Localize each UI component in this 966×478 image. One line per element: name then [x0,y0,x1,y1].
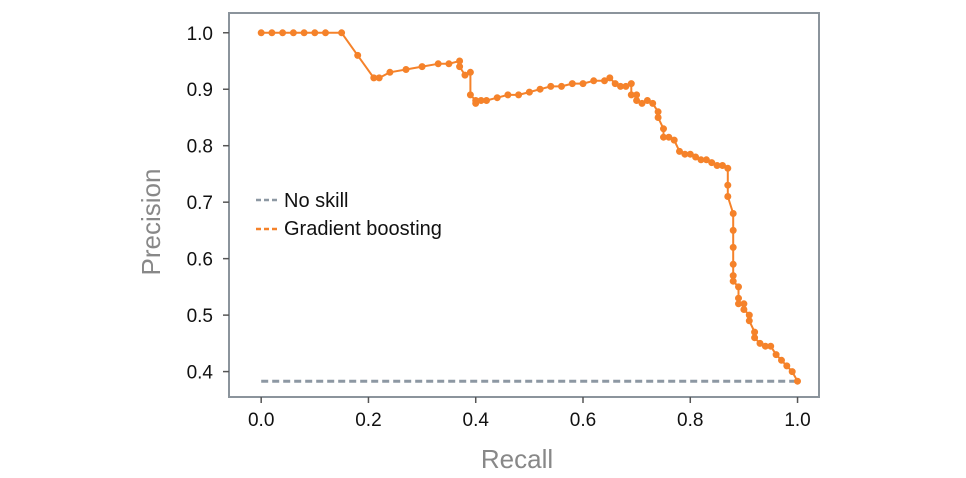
data-point-gradient-boosting [676,147,683,155]
data-point-gradient-boosting [751,334,759,342]
data-point-gradient-boosting [654,114,662,121]
data-point-gradient-boosting [745,311,753,319]
data-point-gradient-boosting [756,339,764,347]
data-point-gradient-boosting [547,82,555,90]
y-axis: 0.4 0.5 0.6 0.7 0.8 0.9 1.0 [187,24,229,384]
data-point-gradient-boosting [257,29,265,37]
data-point-gradient-boosting [788,368,796,376]
data-point-gradient-boosting [794,377,801,385]
data-point-gradient-boosting [375,74,383,82]
data-point-gradient-boosting [783,362,791,370]
x-tick-label: 0.4 [463,410,490,431]
data-point-gradient-boosting [536,85,544,93]
data-point-gradient-boosting [724,193,732,200]
data-point-gradient-boosting [622,82,630,90]
data-point-gradient-boosting [729,277,737,285]
data-point-gradient-boosting [767,342,775,350]
data-point-gradient-boosting [638,99,646,107]
data-point-gradient-boosting [702,156,710,164]
data-point-gradient-boosting [515,91,523,99]
data-point-gradient-boosting [692,153,700,161]
x-tick-label: 0.8 [677,410,703,431]
data-point-gradient-boosting [483,97,490,104]
data-point-gradient-boosting [402,66,410,73]
data-point-gradient-boosting [665,133,673,141]
y-tick-label: 0.4 [187,363,214,384]
data-point-gradient-boosting [729,243,737,251]
data-point-gradient-boosting [729,260,737,268]
data-point-gradient-boosting [601,77,608,85]
x-tick-label: 0.2 [355,410,381,431]
data-point-gradient-boosting [386,68,394,76]
data-point-gradient-boosting [740,300,748,308]
x-tick-label: 0.0 [248,410,274,431]
data-point-gradient-boosting [300,29,308,37]
data-point-gradient-boosting [568,80,576,88]
data-point-gradient-boosting [633,97,641,104]
data-point-gradient-boosting [740,306,748,313]
legend-box [248,183,466,253]
data-point-gradient-boosting [745,317,753,325]
data-point-gradient-boosting [778,356,785,364]
legend-label-no-skill: No skill [284,190,348,212]
data-point-gradient-boosting [606,74,614,82]
y-tick-label: 0.7 [187,193,213,214]
data-point-gradient-boosting [729,210,737,217]
data-point-gradient-boosting [735,283,742,291]
plot-area [257,29,801,385]
data-point-gradient-boosting [279,29,287,37]
data-point-gradient-boosting [590,77,598,85]
y-axis-title: Precision [136,169,166,276]
y-tick-label: 0.8 [187,137,213,158]
data-point-gradient-boosting [466,68,474,76]
x-tick-label: 1.0 [784,410,810,431]
legend-label-gradient-boosting: Gradient boosting [284,218,442,240]
data-point-gradient-boosting [472,99,480,107]
data-point-gradient-boosting [354,51,362,59]
data-point-gradient-boosting [719,162,726,169]
legend: No skill Gradient boosting [248,183,466,253]
plot-frame [228,12,820,398]
y-tick-label: 1.0 [187,24,213,45]
data-point-gradient-boosting [649,99,657,107]
data-point-gradient-boosting [724,181,732,189]
data-point-gradient-boosting [708,159,716,167]
data-point-gradient-boosting [289,29,297,37]
data-point-gradient-boosting [670,136,678,144]
x-axis: 0.0 0.2 0.4 0.6 0.8 1.0 [248,397,811,431]
data-point-gradient-boosting [445,60,453,68]
data-point-gradient-boosting [322,29,329,37]
data-point-gradient-boosting [643,97,651,104]
data-point-gradient-boosting [660,125,667,133]
data-point-gradient-boosting [579,80,587,88]
data-point-gradient-boosting [268,29,276,37]
x-tick-label: 0.6 [570,410,596,431]
data-point-gradient-boosting [418,63,426,71]
data-point-gradient-boosting [525,88,533,96]
data-point-gradient-boosting [466,91,474,99]
data-point-gradient-boosting [654,108,662,116]
y-tick-label: 0.6 [187,250,213,271]
y-tick-label: 0.5 [187,306,213,327]
data-point-gradient-boosting [724,164,732,172]
data-point-gradient-boosting [338,29,346,37]
y-tick-label: 0.9 [187,80,213,101]
x-axis-title: Recall [481,444,553,474]
data-point-gradient-boosting [456,63,464,71]
data-point-gradient-boosting [772,351,780,359]
data-point-gradient-boosting [504,91,512,99]
data-point-gradient-boosting [611,80,619,88]
data-point-gradient-boosting [686,150,694,158]
data-point-gradient-boosting [434,60,442,68]
data-point-gradient-boosting [311,29,319,37]
data-point-gradient-boosting [558,82,565,90]
data-point-gradient-boosting [627,80,635,88]
data-point-gradient-boosting [461,71,469,79]
data-point-gradient-boosting [729,226,737,234]
data-point-gradient-boosting [493,94,501,102]
